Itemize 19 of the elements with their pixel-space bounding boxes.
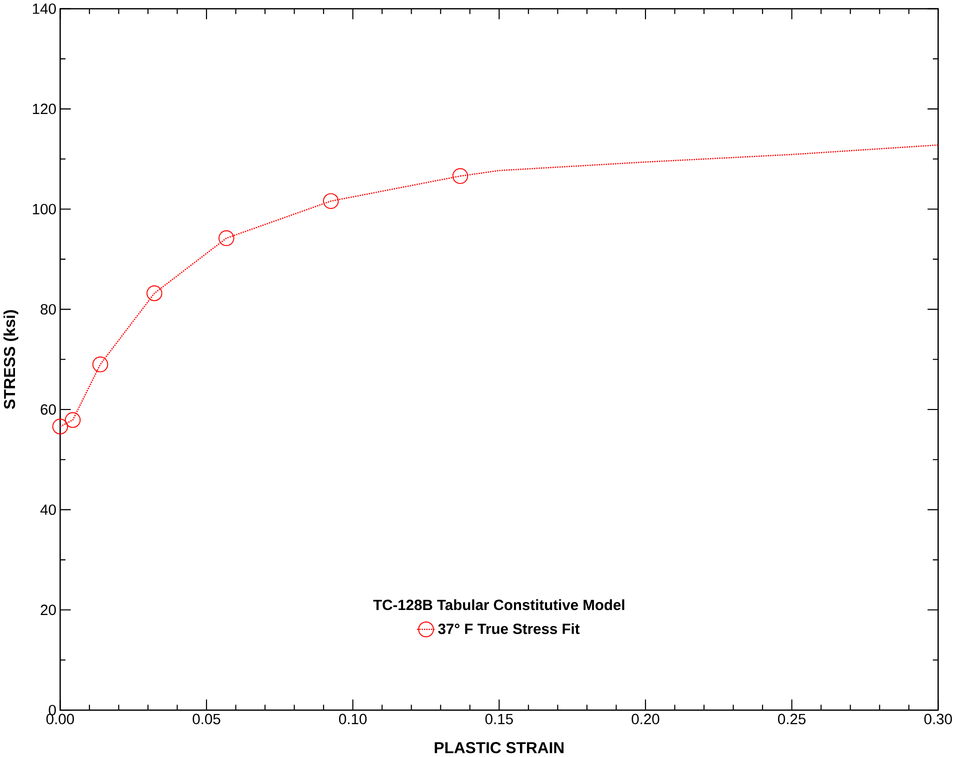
x-tick-label: 0.20 xyxy=(632,714,660,724)
y-tick-label: 120 xyxy=(32,104,56,114)
x-axis-title: PLASTIC STRAIN xyxy=(434,742,564,754)
y-tick-label: 0 xyxy=(48,704,56,716)
x-tick-label: 0.25 xyxy=(778,714,806,724)
x-tick-label: 0.05 xyxy=(192,714,220,724)
y-tick-label: 100 xyxy=(32,204,56,214)
y-tick-label: 20 xyxy=(40,604,56,616)
y-tick-label: 80 xyxy=(40,304,56,315)
y-tick-label: 40 xyxy=(40,504,56,516)
x-tick-label: 0.10 xyxy=(339,714,367,724)
x-tick-label: 0.00 xyxy=(46,714,74,724)
x-tick-label: 0.30 xyxy=(924,714,952,724)
y-axis-title: STRESS (ksi) xyxy=(4,310,18,410)
legend-title: TC-128B Tabular Constitutive Model xyxy=(373,599,624,610)
x-tick-label: 0.15 xyxy=(485,714,513,724)
y-tick-label: 140 xyxy=(32,4,56,14)
legend-label: 37° F True Stress Fit xyxy=(438,623,580,634)
y-tick-label: 60 xyxy=(40,404,56,415)
